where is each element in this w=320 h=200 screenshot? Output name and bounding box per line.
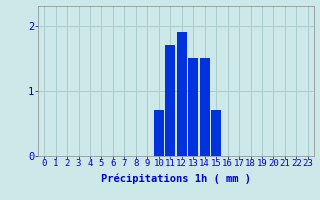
Bar: [165, 45, 175, 156]
Bar: [211, 110, 221, 156]
X-axis label: Précipitations 1h ( mm ): Précipitations 1h ( mm ): [101, 173, 251, 184]
Bar: [177, 32, 187, 156]
Bar: [154, 110, 164, 156]
Bar: [200, 58, 210, 156]
Bar: [188, 58, 198, 156]
